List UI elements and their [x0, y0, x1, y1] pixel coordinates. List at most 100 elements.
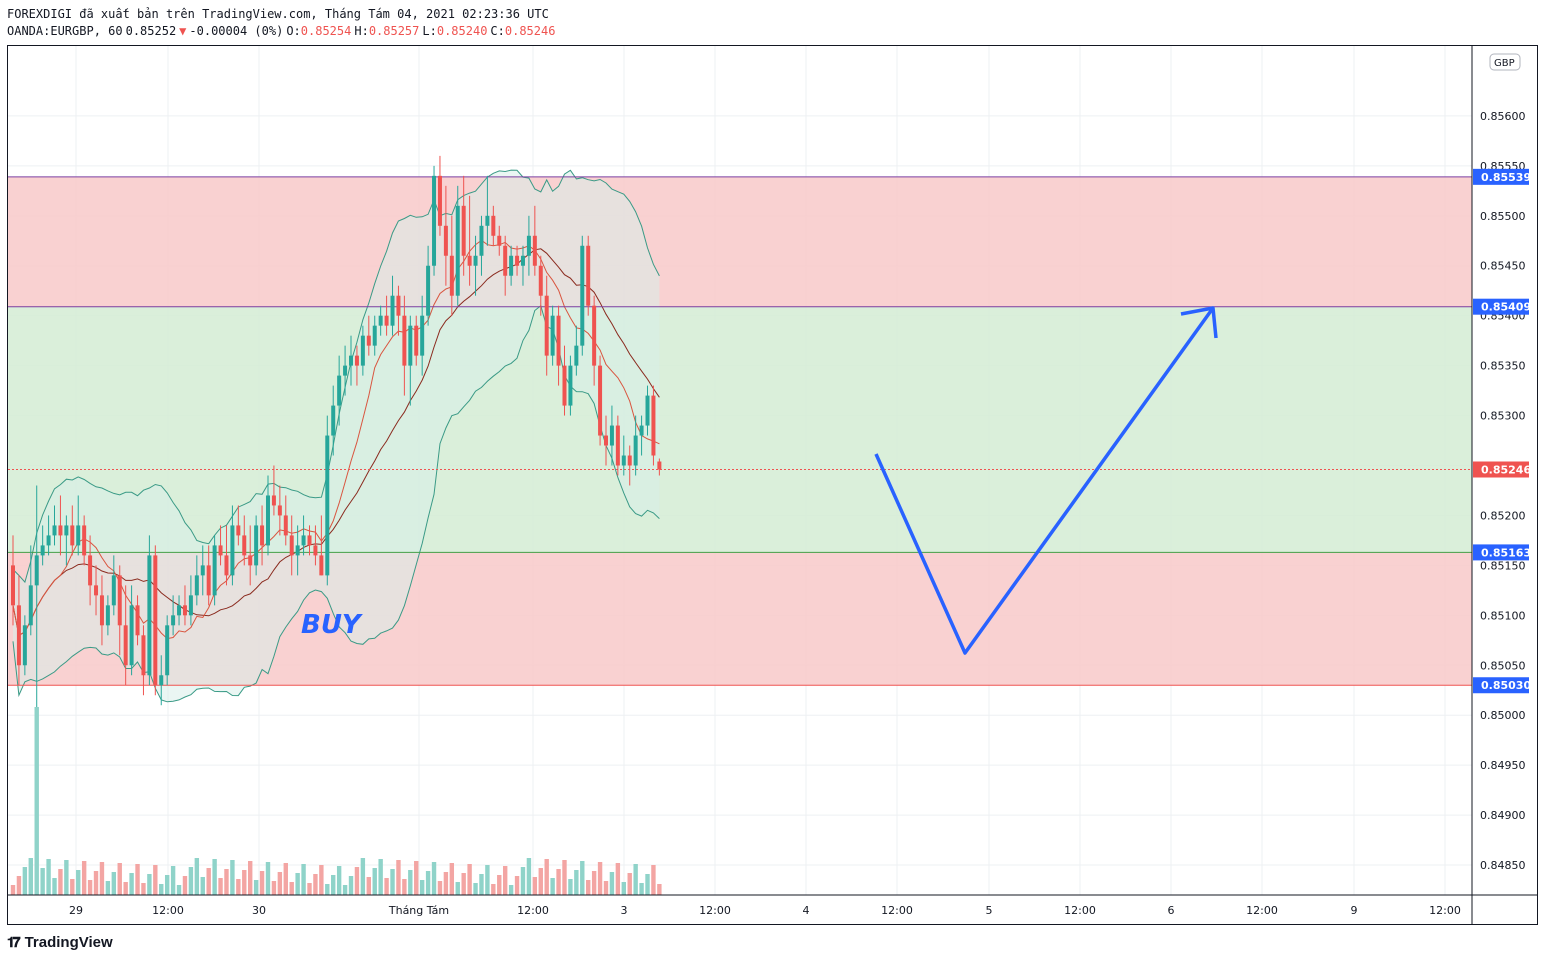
candle-body: [135, 605, 140, 636]
candle-body: [360, 335, 365, 366]
arrowhead-icon: [1180, 306, 1218, 339]
candle-body: [283, 515, 288, 536]
candle: [260, 505, 265, 566]
high-label: H:: [354, 24, 369, 38]
candle-body: [532, 235, 537, 266]
volume-bar: [325, 884, 330, 895]
candle: [99, 575, 104, 646]
price-tick-label: 0.85000: [1480, 709, 1526, 722]
time-tick-label: 29: [69, 904, 83, 917]
candle-body: [277, 505, 282, 516]
candle: [657, 458, 662, 476]
candle: [11, 535, 15, 626]
volume-bar: [550, 878, 555, 895]
candle: [177, 595, 182, 626]
candle-body: [443, 225, 448, 256]
candle-body: [420, 315, 425, 356]
tradingview-logo[interactable]: 𝟏𝟕 TradingView: [7, 934, 113, 951]
price-level-tag: [1473, 298, 1529, 315]
price-tick-label: 0.84950: [1480, 759, 1526, 772]
candle: [343, 345, 348, 396]
candle-body: [349, 355, 354, 366]
candle-body: [22, 625, 27, 666]
candle-body: [64, 525, 69, 536]
candle-body: [105, 605, 110, 626]
price-tick-label: 0.85350: [1480, 360, 1526, 373]
close-label: C:: [490, 24, 505, 38]
candle: [408, 315, 413, 406]
volume-bar: [520, 867, 526, 895]
candle-body: [568, 365, 573, 406]
price-chart[interactable]: BUY0.856000.855500.855000.854500.854000.…: [8, 46, 1537, 924]
candle-body: [550, 315, 555, 356]
candle: [159, 655, 164, 706]
candle: [182, 585, 187, 626]
candle-body: [604, 435, 608, 446]
volume-bar: [271, 881, 277, 895]
candle-body: [390, 295, 395, 326]
buy-annotation: BUY: [301, 610, 364, 640]
volume-bar: [443, 872, 449, 895]
candle: [141, 625, 146, 696]
volume-bar: [372, 868, 377, 895]
candle-body: [254, 525, 259, 566]
volume-bar: [52, 878, 57, 895]
candle-body: [16, 605, 21, 666]
volume-bar: [64, 860, 69, 895]
volume-bar: [473, 883, 478, 895]
price-level-tag: [1473, 168, 1529, 185]
candle: [426, 245, 431, 326]
candle-body: [615, 425, 620, 466]
candle-body: [52, 525, 57, 536]
volume-bar: [141, 883, 146, 895]
candle: [313, 525, 318, 566]
volume-bar: [22, 867, 28, 895]
tradingview-logo-text: TradingView: [24, 934, 113, 951]
candle: [509, 245, 514, 286]
volume-bar: [218, 878, 223, 895]
candle: [604, 415, 608, 466]
candle: [58, 495, 63, 556]
candle: [307, 525, 312, 556]
candle-body: [200, 565, 205, 576]
candle: [254, 515, 259, 576]
volume-bar: [639, 883, 644, 895]
candle-body: [372, 325, 377, 346]
candle: [325, 415, 330, 586]
candle: [64, 515, 69, 566]
candle-body: [520, 255, 525, 266]
candle: [372, 315, 377, 356]
candle: [420, 295, 425, 376]
candle-body: [378, 315, 383, 326]
time-tick-label: 5: [986, 904, 993, 917]
projection-arrow-line: [874, 306, 1215, 655]
last-price: 0.85252: [125, 24, 177, 38]
volume-bar: [176, 885, 182, 895]
candle: [544, 275, 549, 376]
chart-frame[interactable]: BUY 0.85600 0.85550 0.85500 0.85450 0.85400 0.…: [7, 45, 1538, 925]
candle: [111, 555, 116, 616]
volume-bar: [159, 884, 164, 895]
candle-body: [319, 555, 324, 576]
volume-bar: [70, 879, 75, 895]
candle-body: [271, 495, 276, 506]
candle-body: [657, 461, 662, 470]
price-tick-label: 0.85500: [1480, 210, 1526, 223]
volume-bar: [402, 879, 407, 895]
candle: [349, 335, 354, 386]
candle-body: [129, 605, 134, 666]
candle-body: [408, 325, 413, 366]
candle-body: [639, 425, 644, 436]
candle: [218, 525, 223, 566]
candle-body: [325, 435, 330, 576]
volume-bar: [153, 865, 158, 895]
volume-bar: [449, 863, 455, 895]
candle: [52, 505, 57, 546]
volume-bar: [236, 879, 241, 895]
candle: [94, 565, 99, 616]
volume-bar: [461, 873, 466, 895]
candle-body: [384, 315, 389, 326]
candle-body: [574, 345, 579, 366]
candle: [633, 415, 638, 476]
candle: [556, 305, 561, 386]
